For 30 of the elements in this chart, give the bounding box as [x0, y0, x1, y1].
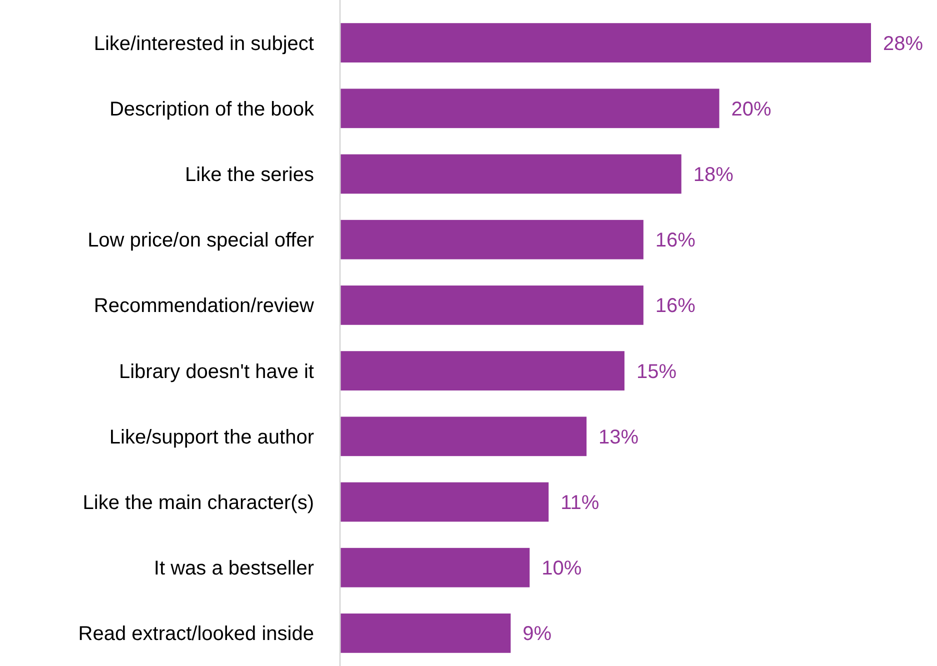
y-tick-label: It was a bestseller: [154, 558, 314, 580]
data-label: 15%: [636, 360, 677, 383]
bar: [340, 154, 682, 194]
data-label: 9%: [522, 623, 552, 646]
y-tick-label: Like the series: [185, 164, 314, 186]
data-label: 20%: [731, 98, 772, 120]
y-tick-label: Like the main character(s): [82, 492, 314, 514]
y-tick-label: Description of the book: [109, 98, 315, 120]
data-label: 11%: [560, 492, 600, 514]
bar: [340, 614, 511, 653]
y-tick-label: Like/interested in subject: [94, 32, 314, 55]
y-tick-label: Low price/on special offer: [88, 230, 314, 252]
y-tick-label: Library doesn't have it: [118, 360, 314, 383]
data-label: 18%: [693, 164, 734, 186]
bar: [340, 351, 624, 390]
y-tick-label: Recommendation/review: [94, 295, 315, 318]
bar: [340, 482, 549, 522]
bar: [340, 220, 644, 260]
data-label: 16%: [655, 230, 696, 252]
data-label: 28%: [883, 32, 924, 55]
bar: [340, 286, 644, 325]
bar: [340, 416, 587, 456]
data-label: 10%: [542, 558, 582, 580]
bar: [340, 548, 530, 588]
data-label: 13%: [598, 426, 639, 448]
y-tick-label: Read extract/looked inside: [78, 623, 314, 646]
data-label: 16%: [655, 295, 696, 318]
bar: [340, 23, 871, 62]
y-tick-label: Like/support the author: [109, 426, 314, 448]
bar: [340, 88, 720, 128]
